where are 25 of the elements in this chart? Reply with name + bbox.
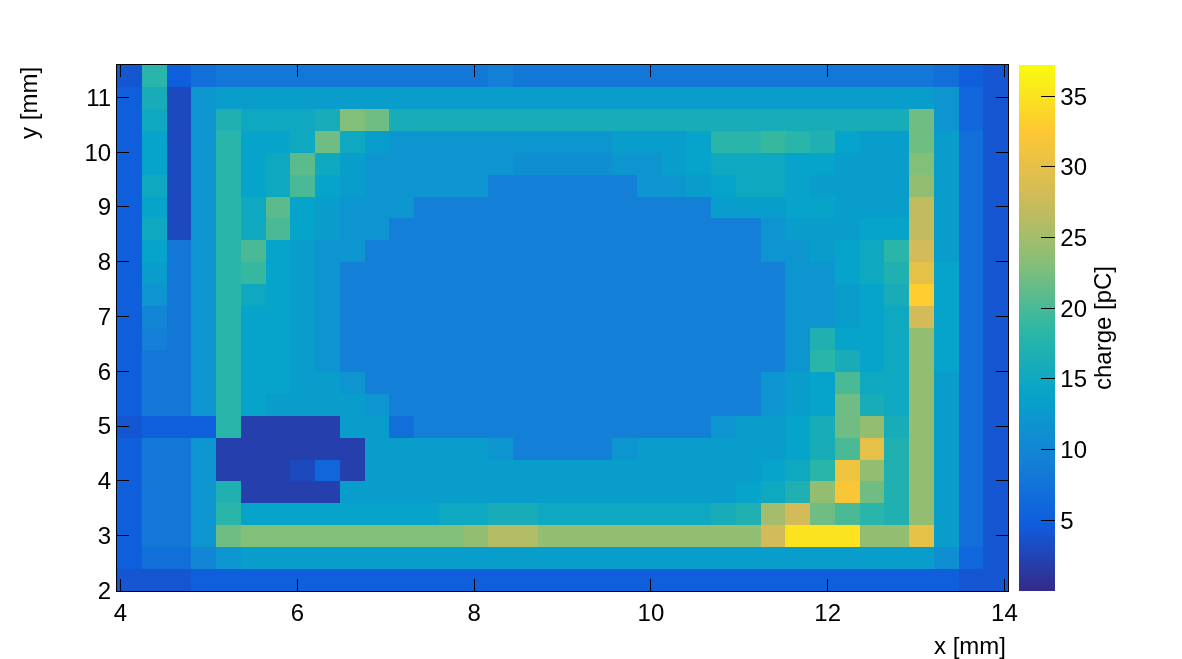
y-tick-label: 4 — [97, 467, 112, 495]
color-bar-label: 30 — [1060, 153, 1087, 181]
y-tick-label: 9 — [97, 193, 112, 221]
y-tick-label: 2 — [97, 576, 112, 604]
x-tick-label: 10 — [637, 598, 665, 626]
color-bar-label: 20 — [1060, 294, 1087, 322]
y-tick-label: 7 — [97, 302, 112, 330]
x-axis-title: x [mm] — [934, 632, 1006, 659]
x-tick-label: 6 — [290, 598, 304, 626]
x-tick-label: 14 — [991, 598, 1018, 626]
x-tick-label: 8 — [467, 598, 481, 626]
color-bar-label: 10 — [1060, 436, 1087, 463]
y-tick-label: 8 — [97, 248, 112, 276]
y-tick-label: 3 — [97, 522, 112, 550]
color-bar-label: 35 — [1060, 82, 1087, 110]
y-tick-label: 6 — [97, 357, 112, 385]
color-bar-title: charge [pC] — [1089, 265, 1116, 391]
color-bar-label: 5 — [1060, 506, 1074, 534]
y-tick-label: 10 — [84, 138, 112, 166]
y-tick-label: 11 — [86, 83, 112, 111]
y-axis-title: y [mm] — [14, 66, 42, 139]
y-tick-label: 5 — [97, 412, 112, 440]
color-bar-label: 15 — [1060, 365, 1087, 393]
color-bar-label: 25 — [1060, 223, 1087, 251]
x-tick-label: 12 — [814, 598, 842, 626]
